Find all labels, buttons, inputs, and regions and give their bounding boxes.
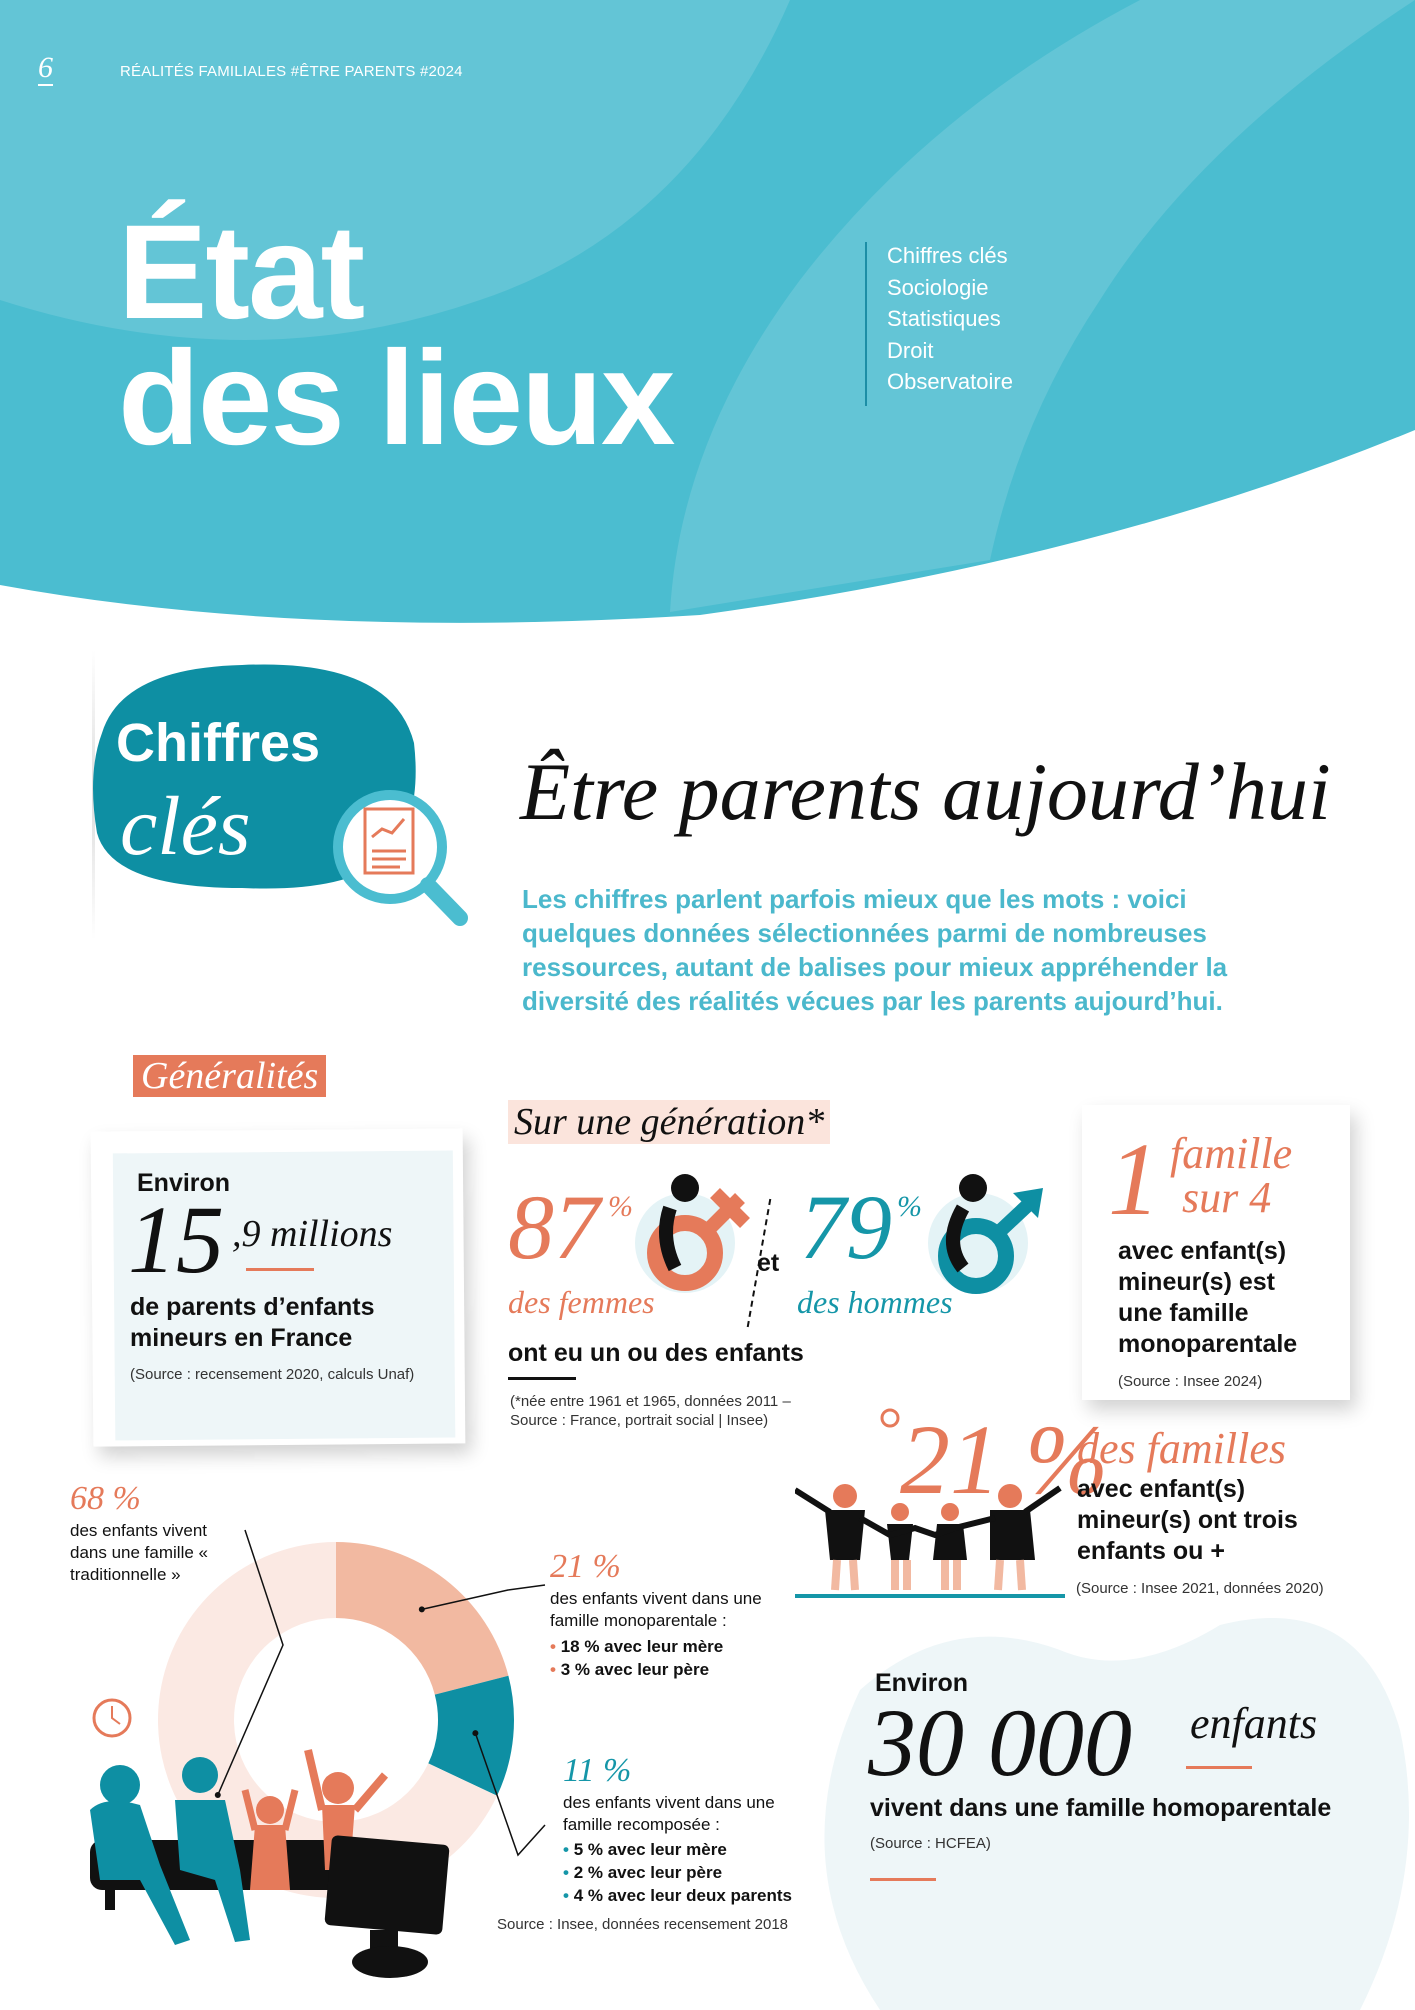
stat-text: de parents d’enfants mineurs en France — [130, 1293, 375, 1352]
leader-line — [421, 1584, 546, 1611]
stat-card-monoparentale — [1082, 1105, 1350, 1400]
label-21-value: 21 % — [550, 1548, 621, 1585]
families-value: 21 % — [900, 1404, 1109, 1515]
label-68-value: 68 % — [70, 1480, 141, 1517]
homo-unit: enfants — [1190, 1699, 1318, 1748]
stat-decimal: ,9 millions — [232, 1213, 393, 1255]
homo-text: vivent dans une famille homoparentale — [870, 1794, 1332, 1822]
male-parent-icon — [928, 1174, 1043, 1294]
menu-item[interactable]: Observatoire — [887, 369, 1013, 394]
label-68-text: des enfants vivent dans une famille « tr… — [70, 1521, 208, 1584]
menu-item[interactable]: Chiffres clés — [887, 243, 1008, 268]
stat-source: (Source : recensement 2020, calculs Unaf… — [130, 1366, 415, 1383]
female-parent-icon — [635, 1174, 750, 1293]
label-11-value: 11 % — [563, 1752, 632, 1789]
accent-line — [870, 1878, 936, 1881]
leader-dot — [472, 1730, 479, 1737]
leader-line — [474, 1732, 546, 1857]
section-title: Être parents aujourd’hui — [520, 746, 1331, 837]
label-11-details: • 5 % avec leur mère • 2 % avec leur pèr… — [563, 1840, 792, 1905]
women-pct: % — [608, 1190, 633, 1223]
hero-background — [0, 0, 1415, 623]
leader-line — [217, 1529, 284, 1796]
families-label: des familles — [1077, 1424, 1286, 1473]
family-holding-hands-icon — [795, 1408, 1065, 1598]
menu-item[interactable]: Statistiques — [887, 306, 1001, 331]
accent-line — [246, 1268, 314, 1271]
generation-tag: Sur une génération* — [508, 1100, 831, 1144]
label-11-text: des enfants vivent dans une famille reco… — [563, 1793, 775, 1834]
badge-subtitle: clés — [120, 780, 251, 873]
men-value: 79 — [800, 1176, 892, 1278]
stat-big: 15 — [128, 1186, 224, 1293]
donut-segment-21 — [336, 1542, 509, 1695]
chart-source: Source : Insee, données recensement 2018 — [497, 1916, 789, 1933]
leader-dot — [418, 1606, 425, 1613]
accent-line — [1186, 1766, 1252, 1769]
families-text: avec enfant(s) mineur(s) ont trois enfan… — [1077, 1475, 1298, 1565]
generation-text: ont eu un ou des enfants — [508, 1339, 804, 1367]
family-on-couch-icon — [90, 1698, 450, 1978]
homo-source: (Source : HCFEA) — [870, 1835, 991, 1852]
women-label: des femmes — [508, 1284, 655, 1320]
menu-item[interactable]: Sociologie — [887, 274, 989, 300]
page-number: 6 — [38, 51, 53, 86]
accent-line — [508, 1377, 576, 1380]
mono-big: 1 — [1108, 1122, 1160, 1237]
family-type-donut-chart — [158, 1529, 546, 1898]
badge-title: Chiffres — [116, 713, 321, 773]
homoparentale-blob — [824, 1618, 1409, 2010]
intro-text: Les chiffres parlent parfois mieux que l… — [522, 884, 1228, 1016]
stat-prefix: Environ — [137, 1169, 231, 1197]
donut-segment-68 — [158, 1542, 498, 1898]
leader-dot — [214, 1792, 221, 1799]
generalites-tag: Généralités — [133, 1055, 327, 1097]
mono-text: avec enfant(s) mineur(s) est une famille… — [1118, 1237, 1298, 1358]
magnifier-chart-icon — [333, 790, 468, 926]
men-pct: % — [897, 1190, 922, 1223]
donut-segment-11 — [428, 1675, 514, 1796]
generation-footnote: (*née entre 1961 et 1965, données 2011 –… — [510, 1393, 791, 1429]
label-21-details: • 18 % avec leur mère • 3 % avec leur pè… — [550, 1637, 724, 1679]
men-label: des hommes — [797, 1284, 953, 1320]
mono-source: (Source : Insee 2024) — [1118, 1373, 1263, 1390]
page-title: État des lieux — [118, 198, 675, 473]
running-title: RÉALITÉS FAMILIALES #ÊTRE PARENTS #2024 — [120, 63, 463, 80]
homo-prefix: Environ — [875, 1669, 969, 1697]
section-menu: Chiffres clés Sociologie Statistiques Dr… — [865, 242, 1013, 406]
homo-big: 30 000 — [868, 1689, 1132, 1796]
families-source: (Source : Insee 2021, données 2020) — [1076, 1580, 1324, 1597]
women-value: 87 — [508, 1176, 600, 1278]
label-21-text: des enfants vivent dans une famille mono… — [550, 1589, 762, 1630]
menu-item[interactable]: Droit — [887, 337, 934, 363]
mono-ratio: famille sur 4 — [1170, 1129, 1293, 1222]
and-label: et — [757, 1249, 780, 1277]
